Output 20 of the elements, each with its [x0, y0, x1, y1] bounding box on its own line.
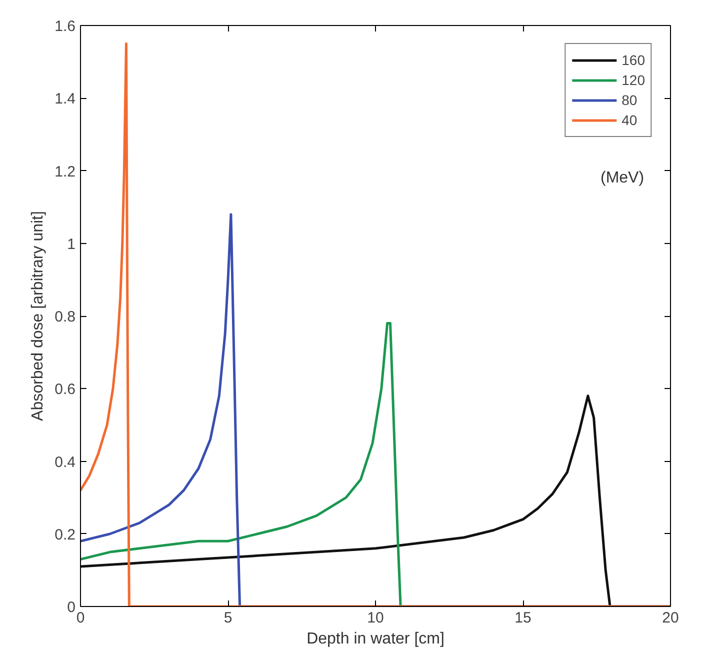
- y-tick-label: 1.6: [54, 18, 76, 35]
- legend-label: 40: [622, 112, 638, 128]
- x-tick-label: 10: [367, 610, 384, 626]
- x-tick-label: 5: [224, 610, 232, 626]
- y-tick-label: 1.2: [54, 163, 76, 180]
- y-tick-label: 1: [67, 236, 76, 253]
- legend-label: 160: [622, 52, 645, 68]
- y-tick-label: 0.2: [54, 526, 76, 544]
- y-tick-label: 0.8: [54, 308, 76, 326]
- annotation: (MeV): [600, 170, 644, 186]
- y-tick-label: 0.6: [54, 381, 76, 398]
- x-tick-label: 15: [514, 610, 532, 626]
- y-axis-title: Absorbed dose [arbitrary unit]: [30, 211, 47, 421]
- y-tick-label: 0.4: [54, 454, 76, 471]
- x-tick-label: 20: [662, 610, 679, 626]
- y-tick-label: 1.4: [54, 90, 76, 108]
- x-axis-title: Depth in water [cm]: [306, 630, 444, 648]
- legend-label: 80: [622, 92, 638, 108]
- y-tick-label: 0: [67, 599, 76, 616]
- legend-label: 120: [622, 72, 645, 88]
